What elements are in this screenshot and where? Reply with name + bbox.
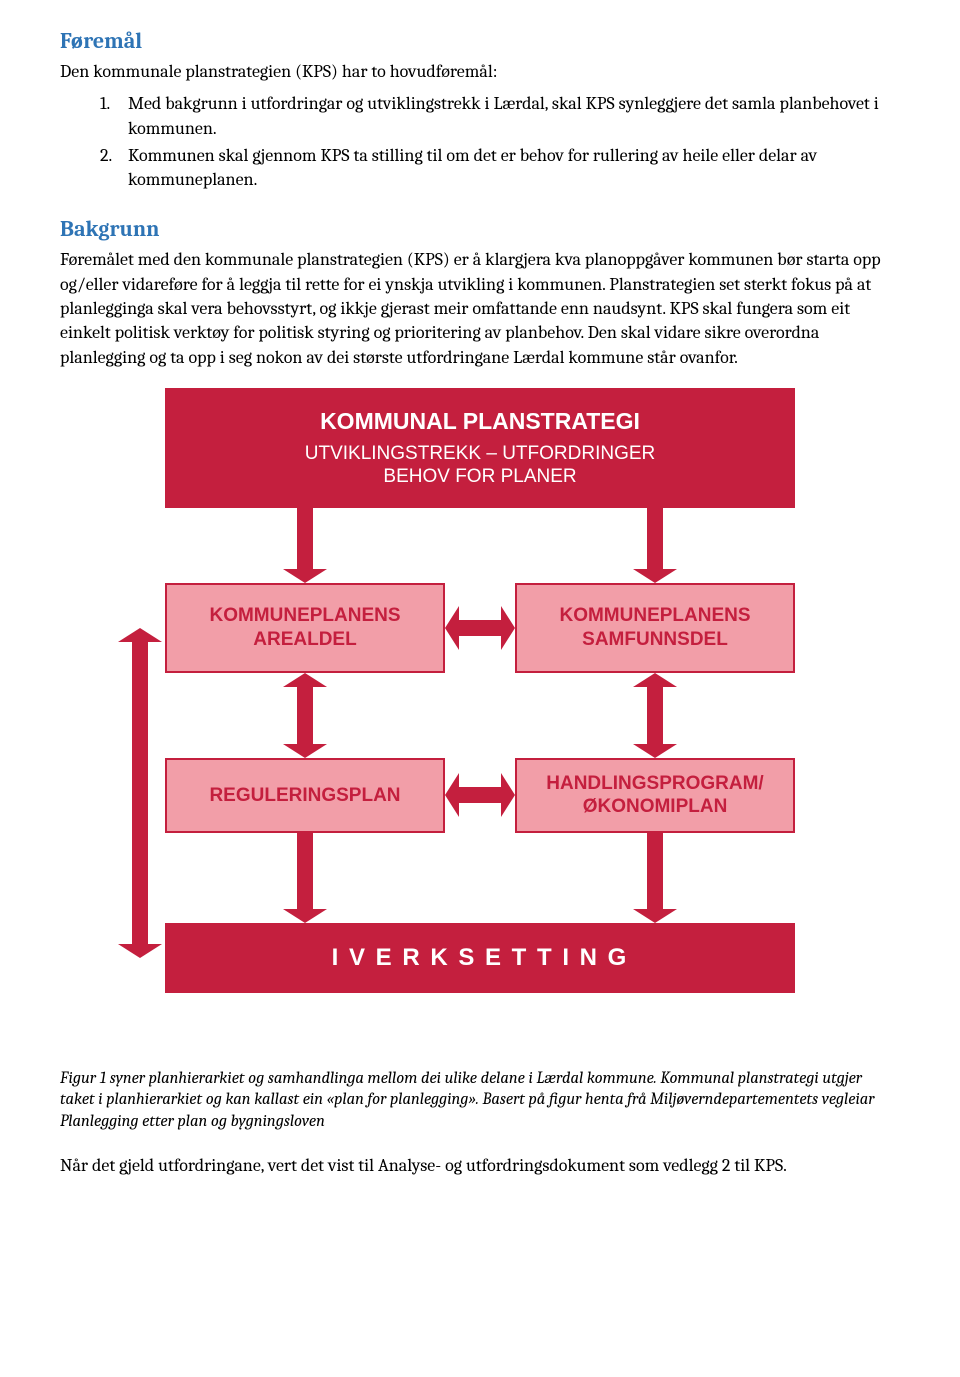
list-text: Med bakgrunn i utfordringar og utvikling… bbox=[128, 92, 900, 141]
arrow-down-icon bbox=[633, 508, 677, 583]
arrow-double-horizontal-icon bbox=[445, 606, 515, 650]
list-item: 1. Med bakgrunn i utfordringar og utvikl… bbox=[100, 92, 900, 141]
arrow-double-vertical-icon bbox=[283, 673, 327, 758]
bakgrunn-heading: Bakgrunn bbox=[60, 216, 900, 242]
diagram-box-top: KOMMUNAL PLANSTRATEGIUTVIKLINGSTREKK – U… bbox=[165, 388, 795, 508]
closing-paragraph: Når det gjeld utfordringane, vert det vi… bbox=[60, 1154, 900, 1178]
diagram-box-low_right: HANDLINGSPROGRAM/ØKONOMIPLAN bbox=[515, 758, 795, 833]
figure-caption: Figur 1 syner planhierarkiet og samhandl… bbox=[60, 1068, 900, 1132]
foremal-list: 1. Med bakgrunn i utfordringar og utvikl… bbox=[60, 92, 900, 192]
foremal-intro: Den kommunale planstrategien (KPS) har t… bbox=[60, 60, 900, 84]
plan-hierarchy-diagram: KOMMUNAL PLANSTRATEGIUTVIKLINGSTREKK – U… bbox=[135, 388, 825, 1038]
list-item: 2. Kommunen skal gjennom KPS ta stilling… bbox=[100, 144, 900, 193]
bakgrunn-body: Føremålet med den kommunale planstrategi… bbox=[60, 248, 900, 369]
diagram-box-low_left: REGULERINGSPLAN bbox=[165, 758, 445, 833]
arrow-down-icon bbox=[633, 833, 677, 923]
foremal-heading: Føremål bbox=[60, 28, 900, 54]
list-text: Kommunen skal gjennom KPS ta stilling ti… bbox=[128, 144, 900, 193]
arrow-double-vertical-icon bbox=[633, 673, 677, 758]
arrow-double-vertical-icon bbox=[118, 628, 162, 958]
diagram-box-mid_left: KOMMUNEPLANENSAREALDEL bbox=[165, 583, 445, 673]
arrow-double-horizontal-icon bbox=[445, 773, 515, 817]
diagram-box-mid_right: KOMMUNEPLANENSSAMFUNNSDEL bbox=[515, 583, 795, 673]
arrow-down-icon bbox=[283, 508, 327, 583]
list-number: 2. bbox=[100, 144, 128, 168]
arrow-down-icon bbox=[283, 833, 327, 923]
list-number: 1. bbox=[100, 92, 128, 116]
diagram-box-bottom: I V E R K S E T T I N G bbox=[165, 923, 795, 993]
